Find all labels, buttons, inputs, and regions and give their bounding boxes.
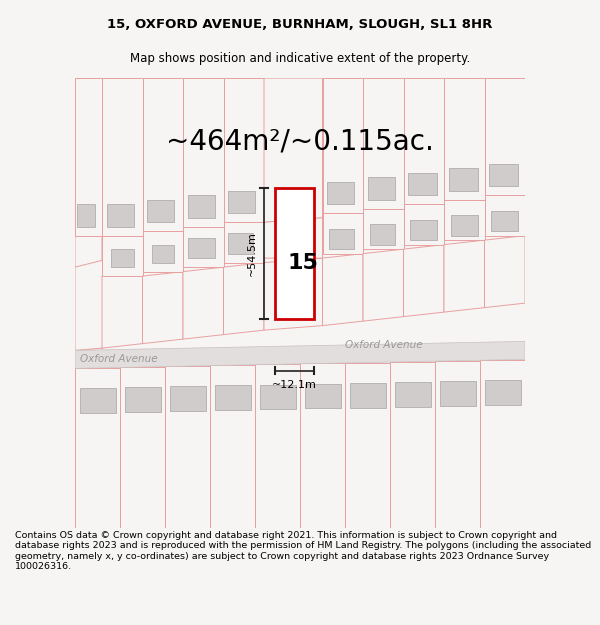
Bar xyxy=(449,168,478,191)
Bar xyxy=(451,216,478,236)
Bar xyxy=(349,382,386,408)
Polygon shape xyxy=(120,367,165,528)
Polygon shape xyxy=(444,78,485,199)
Polygon shape xyxy=(255,364,300,528)
Polygon shape xyxy=(165,366,210,528)
Polygon shape xyxy=(75,258,111,351)
Bar xyxy=(395,382,431,407)
Bar xyxy=(79,388,115,413)
Bar xyxy=(170,386,205,411)
Bar xyxy=(439,381,476,406)
Polygon shape xyxy=(264,78,323,222)
Polygon shape xyxy=(210,365,255,528)
Polygon shape xyxy=(404,204,444,244)
Polygon shape xyxy=(75,267,102,351)
Polygon shape xyxy=(390,362,435,528)
Bar xyxy=(187,238,215,258)
Polygon shape xyxy=(485,236,525,308)
Polygon shape xyxy=(485,78,525,195)
Polygon shape xyxy=(183,78,223,227)
Polygon shape xyxy=(323,78,363,213)
Bar xyxy=(151,244,174,262)
Polygon shape xyxy=(264,217,323,258)
Bar xyxy=(228,233,253,254)
Polygon shape xyxy=(363,249,404,321)
Polygon shape xyxy=(102,78,143,236)
Bar xyxy=(367,177,395,199)
Polygon shape xyxy=(323,213,363,254)
Bar xyxy=(111,249,133,267)
Polygon shape xyxy=(75,341,525,368)
Bar xyxy=(125,388,161,412)
Text: Oxford Avenue: Oxford Avenue xyxy=(345,339,422,349)
Bar xyxy=(228,191,255,213)
Text: Contains OS data © Crown copyright and database right 2021. This information is : Contains OS data © Crown copyright and d… xyxy=(15,531,591,571)
Bar xyxy=(77,204,95,227)
Polygon shape xyxy=(444,199,485,240)
Bar xyxy=(305,384,341,408)
Polygon shape xyxy=(264,258,323,330)
Polygon shape xyxy=(75,236,102,276)
Bar xyxy=(215,386,251,410)
Polygon shape xyxy=(75,368,120,528)
Text: 15, OXFORD AVENUE, BURNHAM, SLOUGH, SL1 8HR: 15, OXFORD AVENUE, BURNHAM, SLOUGH, SL1 … xyxy=(107,19,493,31)
Bar xyxy=(408,173,437,195)
Polygon shape xyxy=(183,227,223,267)
Text: ~54.5m: ~54.5m xyxy=(247,231,257,276)
Text: ~12.1m: ~12.1m xyxy=(272,380,317,390)
Text: ~464m²/~0.115ac.: ~464m²/~0.115ac. xyxy=(166,127,434,155)
Polygon shape xyxy=(102,236,143,276)
Bar xyxy=(260,384,296,409)
Polygon shape xyxy=(480,360,525,528)
Text: Oxford Avenue: Oxford Avenue xyxy=(79,354,157,364)
Polygon shape xyxy=(300,363,345,528)
Text: 15: 15 xyxy=(288,253,319,272)
Polygon shape xyxy=(223,262,264,334)
Text: Map shows position and indicative extent of the property.: Map shows position and indicative extent… xyxy=(130,52,470,65)
Bar xyxy=(491,211,518,231)
Polygon shape xyxy=(275,188,314,319)
Polygon shape xyxy=(143,78,183,231)
Polygon shape xyxy=(435,361,480,528)
Bar xyxy=(370,224,395,244)
Polygon shape xyxy=(143,272,183,344)
Bar xyxy=(107,204,133,227)
Polygon shape xyxy=(363,209,404,249)
Polygon shape xyxy=(143,231,183,272)
Polygon shape xyxy=(223,78,264,222)
Polygon shape xyxy=(404,78,444,204)
Polygon shape xyxy=(102,276,143,348)
Bar xyxy=(147,199,174,222)
Bar xyxy=(485,380,521,405)
Polygon shape xyxy=(485,195,525,236)
Polygon shape xyxy=(223,222,264,262)
Polygon shape xyxy=(183,267,223,339)
Polygon shape xyxy=(75,78,102,236)
Polygon shape xyxy=(363,78,404,209)
Polygon shape xyxy=(323,254,363,326)
Bar xyxy=(329,229,354,249)
Bar xyxy=(489,164,518,186)
Bar xyxy=(187,195,215,218)
Bar xyxy=(410,220,437,240)
Bar xyxy=(327,182,354,204)
Polygon shape xyxy=(404,244,444,317)
Polygon shape xyxy=(444,240,485,312)
Polygon shape xyxy=(345,362,390,528)
